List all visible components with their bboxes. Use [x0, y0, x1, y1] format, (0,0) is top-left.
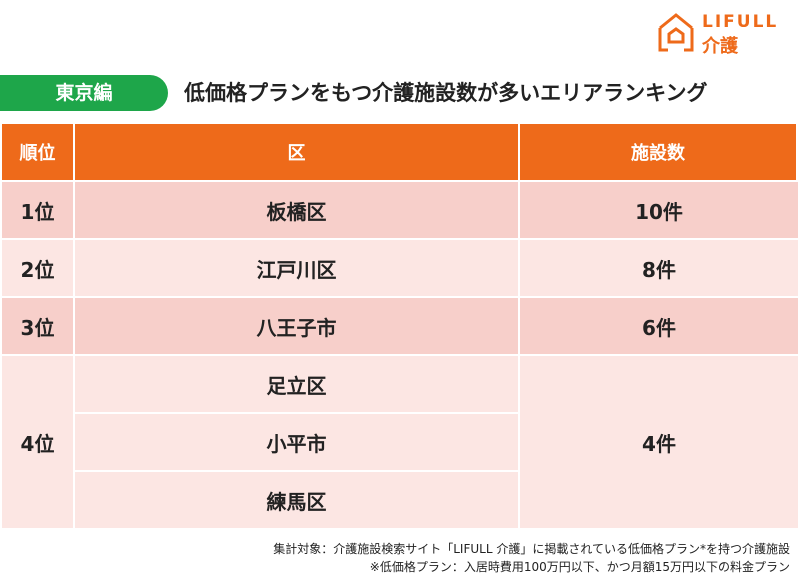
title: 低価格プランをもつ介護施設数が多いエリアランキング	[184, 81, 708, 105]
logo-icon	[658, 13, 694, 52]
table: 順位区施設数 1位 板橋区 10件 2位 江戸川区 8件 3位 八王子市 6件 4位 足立区 小平市 練馬…	[2, 124, 798, 530]
rank-cell: 4位	[2, 356, 73, 528]
area-cell: 板橋区	[75, 182, 518, 238]
area-cell: 八王子市	[75, 298, 518, 354]
area-cell: 足立区	[75, 356, 518, 412]
note: 集計対象：介護施設検索サイト「LIFULL 介護」に掲載されている低価格プラン*…	[273, 542, 790, 556]
note: ※低価格プラン：入居時費用100万円以下、かつ月額15万円以下の料金プラン	[369, 560, 790, 574]
rank-cell: 1位	[2, 182, 73, 238]
badge: 東京編	[0, 75, 168, 111]
count-cell: 4件	[520, 356, 798, 528]
count-cell: 6件	[520, 298, 798, 354]
rank-cell: 3位	[2, 298, 73, 354]
area-cell: 江戸川区	[75, 240, 518, 296]
count-cell: 10件	[520, 182, 798, 238]
header-cell: 施設数	[520, 124, 796, 180]
logo-brand: LIFULL	[702, 12, 779, 32]
rank-cell: 2位	[2, 240, 73, 296]
area-cell: 練馬区	[75, 472, 518, 528]
area-cell: 小平市	[75, 414, 518, 470]
logo-service: 介護	[702, 36, 738, 57]
header-cell: 区	[75, 124, 518, 180]
count-cell: 8件	[520, 240, 798, 296]
header-cell: 順位	[2, 124, 73, 180]
